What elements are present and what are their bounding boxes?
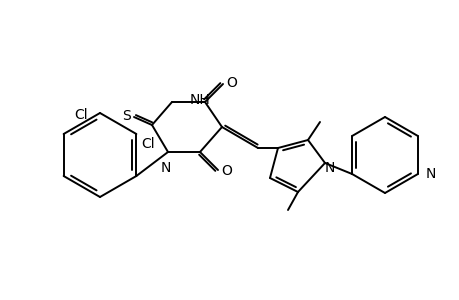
Text: Cl: Cl xyxy=(74,108,88,122)
Text: O: O xyxy=(226,76,237,90)
Text: S: S xyxy=(123,109,131,123)
Text: O: O xyxy=(221,164,232,178)
Text: NH: NH xyxy=(190,93,210,107)
Text: N: N xyxy=(161,161,171,175)
Text: N: N xyxy=(425,167,435,181)
Text: N: N xyxy=(324,161,335,175)
Text: Cl: Cl xyxy=(141,137,155,151)
